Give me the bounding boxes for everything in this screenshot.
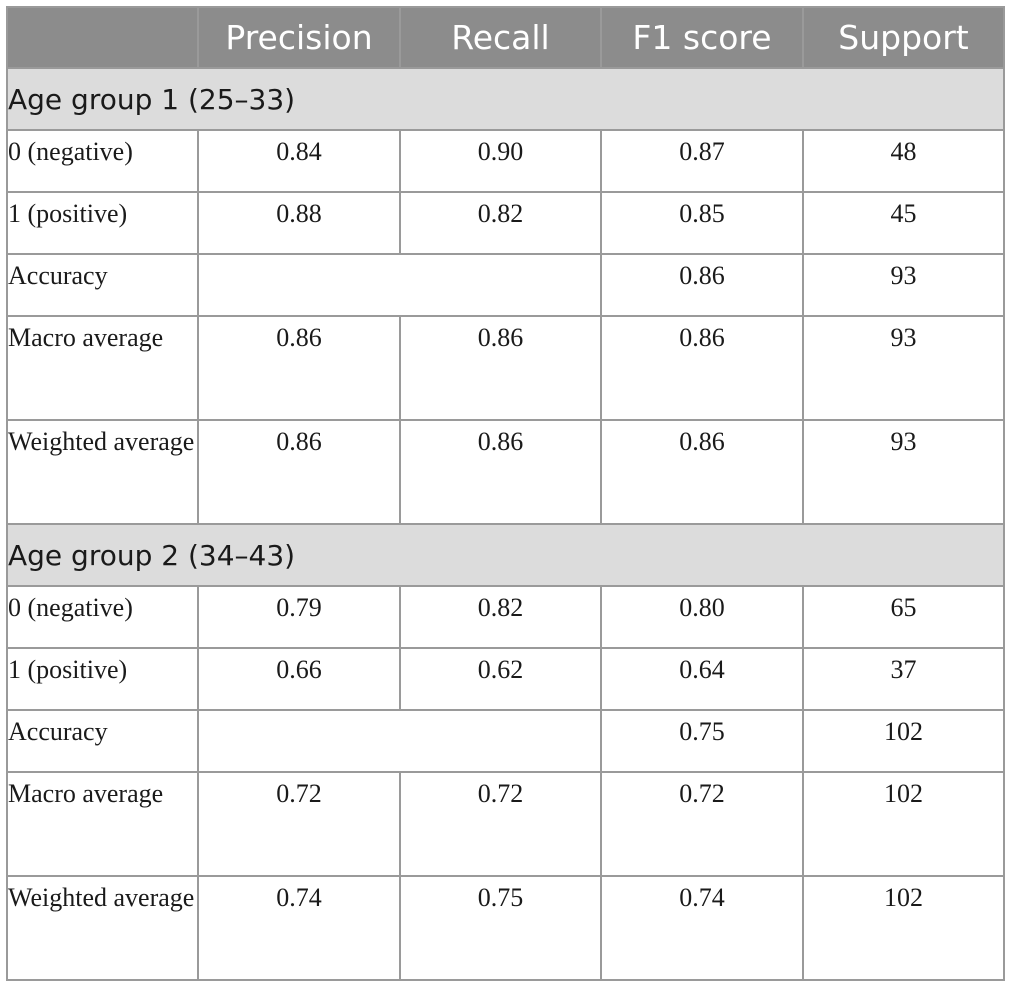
f1-cell: 0.72 bbox=[600, 771, 804, 877]
header-precision: Precision bbox=[197, 6, 401, 69]
header-row: Precision Recall F1 score Support bbox=[6, 6, 1005, 69]
row-label: Macro average bbox=[6, 771, 199, 877]
row-label: 1 (positive) bbox=[6, 647, 199, 711]
metrics-table: Precision Recall F1 score Support Age gr… bbox=[6, 6, 1005, 981]
recall-cell: 0.90 bbox=[399, 129, 602, 193]
precision-cell: 0.86 bbox=[197, 315, 401, 421]
precision-cell: 0.79 bbox=[197, 585, 401, 649]
row-label: Macro average bbox=[6, 315, 199, 421]
group-title: Age group 1 (25–33) bbox=[6, 67, 1005, 131]
table-row: Macro average 0.72 0.72 0.72 102 bbox=[6, 771, 1005, 877]
group-row: Age group 1 (25–33) bbox=[6, 67, 1005, 131]
precision-cell: 0.72 bbox=[197, 771, 401, 877]
precision-cell: 0.86 bbox=[197, 419, 401, 525]
recall-cell: 0.86 bbox=[399, 315, 602, 421]
f1-cell: 0.75 bbox=[600, 709, 804, 773]
support-cell: 102 bbox=[802, 771, 1005, 877]
support-cell: 93 bbox=[802, 315, 1005, 421]
empty-merged-cell bbox=[197, 709, 602, 773]
table-row: 1 (positive) 0.88 0.82 0.85 45 bbox=[6, 191, 1005, 255]
recall-cell: 0.82 bbox=[399, 585, 602, 649]
support-cell: 65 bbox=[802, 585, 1005, 649]
table-row: Weighted average 0.86 0.86 0.86 93 bbox=[6, 419, 1005, 525]
precision-cell: 0.66 bbox=[197, 647, 401, 711]
recall-cell: 0.82 bbox=[399, 191, 602, 255]
support-cell: 93 bbox=[802, 419, 1005, 525]
recall-cell: 0.62 bbox=[399, 647, 602, 711]
precision-cell: 0.84 bbox=[197, 129, 401, 193]
f1-cell: 0.86 bbox=[600, 315, 804, 421]
recall-cell: 0.75 bbox=[399, 875, 602, 981]
empty-merged-cell bbox=[197, 253, 602, 317]
header-f1-score: F1 score bbox=[600, 6, 804, 69]
support-cell: 102 bbox=[802, 709, 1005, 773]
header-blank bbox=[6, 6, 199, 69]
f1-cell: 0.86 bbox=[600, 419, 804, 525]
header-support: Support bbox=[802, 6, 1005, 69]
recall-cell: 0.72 bbox=[399, 771, 602, 877]
row-label: 1 (positive) bbox=[6, 191, 199, 255]
precision-cell: 0.88 bbox=[197, 191, 401, 255]
table-row: Macro average 0.86 0.86 0.86 93 bbox=[6, 315, 1005, 421]
row-label: Weighted average bbox=[6, 875, 199, 981]
f1-cell: 0.87 bbox=[600, 129, 804, 193]
table-row: 0 (negative) 0.79 0.82 0.80 65 bbox=[6, 585, 1005, 649]
table-row: 0 (negative) 0.84 0.90 0.87 48 bbox=[6, 129, 1005, 193]
support-cell: 102 bbox=[802, 875, 1005, 981]
support-cell: 37 bbox=[802, 647, 1005, 711]
row-label: Accuracy bbox=[6, 253, 199, 317]
f1-cell: 0.85 bbox=[600, 191, 804, 255]
row-label: Accuracy bbox=[6, 709, 199, 773]
row-label: 0 (negative) bbox=[6, 585, 199, 649]
precision-cell: 0.74 bbox=[197, 875, 401, 981]
f1-cell: 0.64 bbox=[600, 647, 804, 711]
group-title: Age group 2 (34–43) bbox=[6, 523, 1005, 587]
row-label: 0 (negative) bbox=[6, 129, 199, 193]
f1-cell: 0.86 bbox=[600, 253, 804, 317]
table-row: Accuracy 0.75 102 bbox=[6, 709, 1005, 773]
f1-cell: 0.80 bbox=[600, 585, 804, 649]
header-recall: Recall bbox=[399, 6, 602, 69]
row-label: Weighted average bbox=[6, 419, 199, 525]
f1-cell: 0.74 bbox=[600, 875, 804, 981]
table-row: 1 (positive) 0.66 0.62 0.64 37 bbox=[6, 647, 1005, 711]
support-cell: 45 bbox=[802, 191, 1005, 255]
support-cell: 48 bbox=[802, 129, 1005, 193]
support-cell: 93 bbox=[802, 253, 1005, 317]
group-row: Age group 2 (34–43) bbox=[6, 523, 1005, 587]
table-row: Weighted average 0.74 0.75 0.74 102 bbox=[6, 875, 1005, 981]
recall-cell: 0.86 bbox=[399, 419, 602, 525]
table-row: Accuracy 0.86 93 bbox=[6, 253, 1005, 317]
